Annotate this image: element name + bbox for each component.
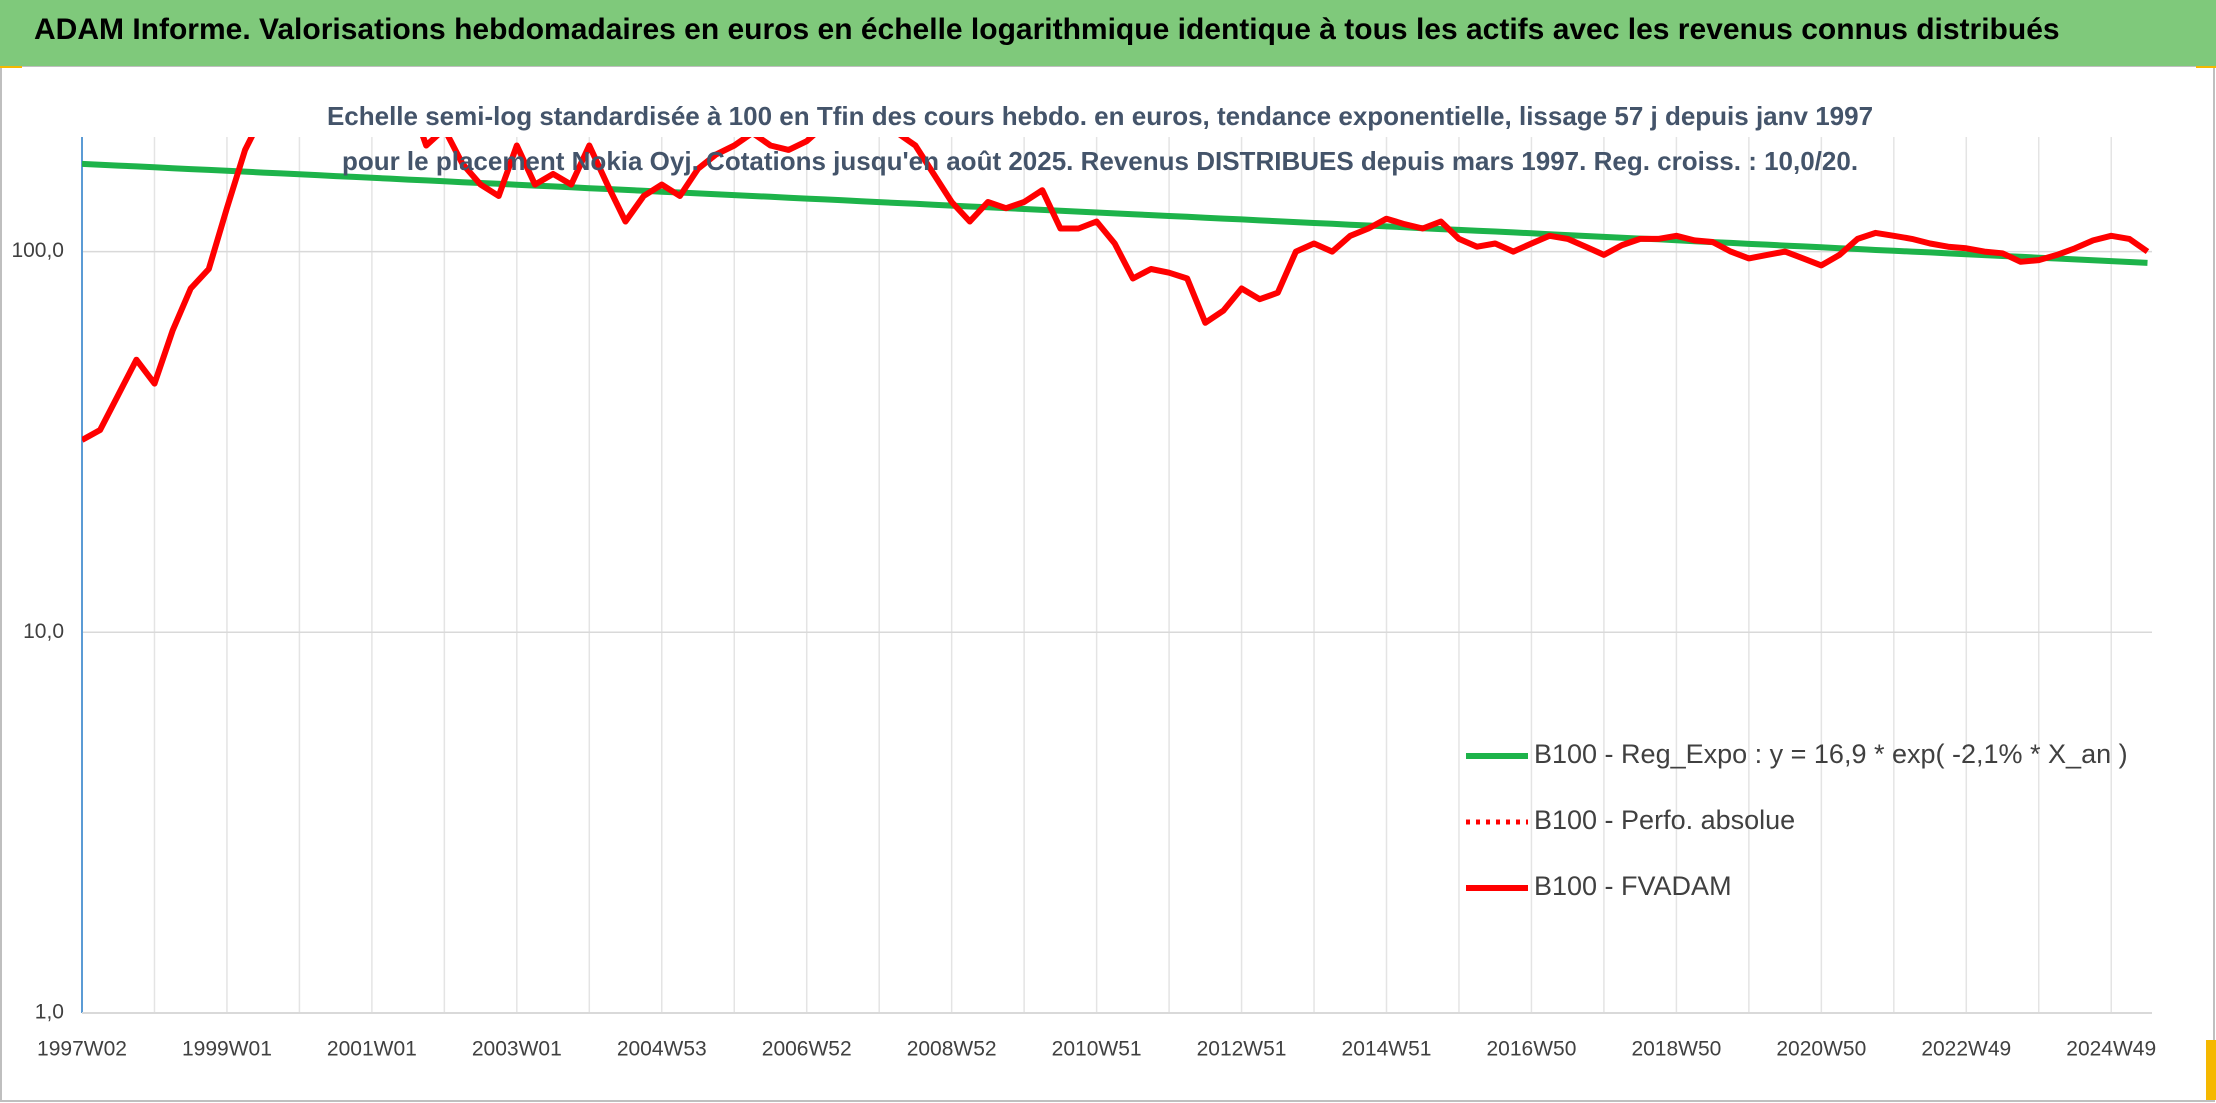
x-tick-label: 2016W50 [1486,1038,1576,1061]
legend-label: B100 - Perfo. absolue [1534,805,1795,835]
x-tick-label: 2006W52 [762,1038,852,1061]
plot-area [82,137,2150,443]
x-tick-label: 2003W01 [472,1038,562,1061]
grid [81,137,2152,1014]
y-tick-label: 1,0 [35,1001,64,1024]
x-tick-label: 2014W51 [1342,1038,1432,1061]
series-line [82,137,2150,443]
series-line [82,160,2148,266]
chart-title: ADAM Informe. Valorisations hebdomadaire… [0,0,2216,66]
x-tick-label: 2022W49 [1921,1038,2011,1061]
y-tick-label: 10,0 [23,620,64,643]
frame [0,65,2215,1102]
chart-subtitle: Echelle semi-log standardisée à 100 en T… [326,101,1874,176]
x-tick-label: 2008W52 [907,1038,997,1061]
x-tick-label: 1999W01 [182,1038,272,1061]
legend-label: B100 - Reg_Expo : y = 16,9 * exp( -2,1% … [1534,739,2128,769]
x-tick-label: 2020W50 [1776,1038,1866,1061]
x-tick-label: 2012W51 [1197,1038,1287,1061]
x-tick-label: 1997W02 [37,1038,127,1061]
x-tick-label: 2004W53 [617,1038,707,1061]
labels: 1,0 10,0 100,0 1997W02 1999W01 2001W01 2003W01… [11,239,2156,1060]
legend-label: B100 - FVADAM [1534,871,1732,901]
x-tick-label: 2024W49 [2066,1038,2156,1061]
x-tick-label: 2001W01 [327,1038,417,1061]
corner [2206,1040,2216,1100]
y-tick-label: 100,0 [11,239,64,262]
x-tick-label: 2010W51 [1052,1038,1142,1061]
x-tick-label: 2018W50 [1631,1038,1721,1061]
